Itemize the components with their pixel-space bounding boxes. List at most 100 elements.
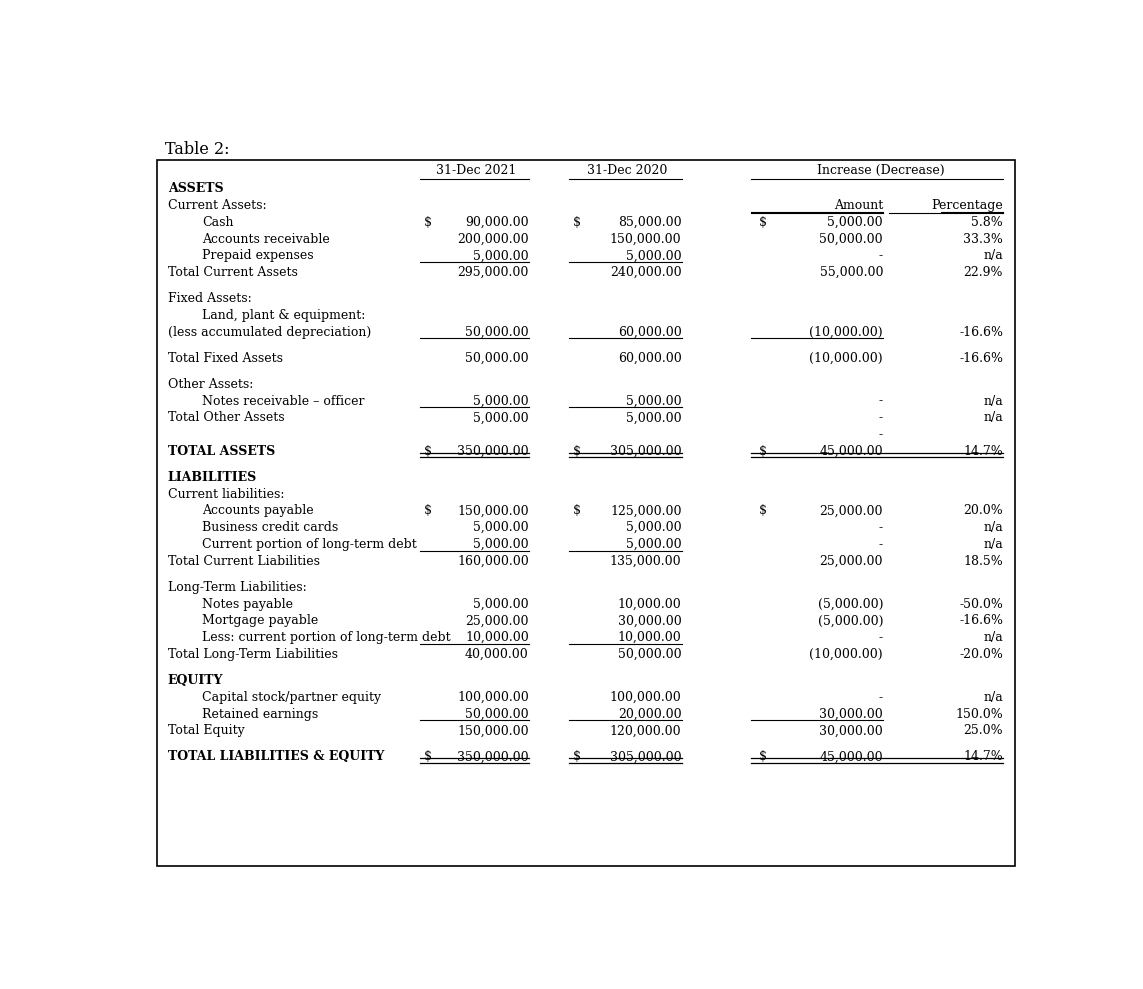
Text: -20.0%: -20.0% — [959, 648, 1004, 661]
Text: 50,000.00: 50,000.00 — [618, 648, 681, 661]
Text: $: $ — [759, 504, 767, 517]
Text: n/a: n/a — [983, 538, 1004, 551]
Text: 5,000.00: 5,000.00 — [626, 411, 681, 424]
Text: Total Equity: Total Equity — [168, 724, 245, 738]
Text: Total Other Assets: Total Other Assets — [168, 411, 285, 424]
Text: $: $ — [423, 504, 431, 517]
Text: Capital stock/partner equity: Capital stock/partner equity — [202, 690, 381, 704]
Text: Current liabilities:: Current liabilities: — [168, 488, 285, 500]
Text: TOTAL LIABILITIES & EQUITY: TOTAL LIABILITIES & EQUITY — [168, 751, 384, 764]
Text: $: $ — [759, 445, 767, 458]
Text: $: $ — [573, 751, 581, 764]
Text: 18.5%: 18.5% — [964, 555, 1004, 568]
Text: 5,000.00: 5,000.00 — [626, 521, 681, 534]
Text: 45,000.00: 45,000.00 — [820, 445, 884, 458]
Text: ASSETS: ASSETS — [168, 182, 223, 195]
Text: Current portion of long-term debt: Current portion of long-term debt — [202, 538, 416, 551]
Text: 50,000.00: 50,000.00 — [465, 352, 529, 365]
Text: 85,000.00: 85,000.00 — [618, 216, 681, 228]
Text: 5,000.00: 5,000.00 — [473, 597, 529, 610]
Text: TOTAL ASSETS: TOTAL ASSETS — [168, 445, 275, 458]
Text: $: $ — [573, 445, 581, 458]
Text: (5,000.00): (5,000.00) — [817, 597, 884, 610]
Text: 45,000.00: 45,000.00 — [820, 751, 884, 764]
Text: 25,000.00: 25,000.00 — [820, 504, 884, 517]
Text: (10,000.00): (10,000.00) — [809, 352, 884, 365]
Text: Total Current Assets: Total Current Assets — [168, 266, 297, 279]
Text: Less: current portion of long-term debt: Less: current portion of long-term debt — [202, 631, 450, 644]
Text: 10,000.00: 10,000.00 — [617, 631, 681, 644]
Text: 150,000.00: 150,000.00 — [457, 724, 529, 738]
Text: (10,000.00): (10,000.00) — [809, 325, 884, 338]
Text: 30,000.00: 30,000.00 — [820, 724, 884, 738]
Text: Mortgage payable: Mortgage payable — [202, 614, 318, 627]
Text: -50.0%: -50.0% — [959, 597, 1004, 610]
Text: 31-Dec 2020: 31-Dec 2020 — [588, 164, 668, 177]
Text: 350,000.00: 350,000.00 — [457, 445, 529, 458]
Text: -16.6%: -16.6% — [959, 352, 1004, 365]
Text: Land, plant & equipment:: Land, plant & equipment: — [202, 309, 365, 321]
Text: $: $ — [423, 216, 431, 228]
Text: 10,000.00: 10,000.00 — [465, 631, 529, 644]
FancyBboxPatch shape — [157, 160, 1015, 866]
Text: 5,000.00: 5,000.00 — [626, 395, 681, 407]
Text: Total Fixed Assets: Total Fixed Assets — [168, 352, 282, 365]
Text: 60,000.00: 60,000.00 — [617, 352, 681, 365]
Text: $: $ — [423, 445, 431, 458]
Text: (5,000.00): (5,000.00) — [817, 614, 884, 627]
Text: (less accumulated depreciation): (less accumulated depreciation) — [168, 325, 371, 338]
Text: (10,000.00): (10,000.00) — [809, 648, 884, 661]
Text: Total Long-Term Liabilities: Total Long-Term Liabilities — [168, 648, 337, 661]
Text: 125,000.00: 125,000.00 — [610, 504, 681, 517]
Text: n/a: n/a — [983, 411, 1004, 424]
Text: Amount: Amount — [833, 199, 884, 212]
Text: $: $ — [573, 504, 581, 517]
Text: 22.9%: 22.9% — [964, 266, 1004, 279]
Text: Table 2:: Table 2: — [165, 141, 229, 158]
Text: Percentage: Percentage — [932, 199, 1004, 212]
Text: 20.0%: 20.0% — [964, 504, 1004, 517]
Text: 135,000.00: 135,000.00 — [610, 555, 681, 568]
Text: Current Assets:: Current Assets: — [168, 199, 266, 212]
Text: 14.7%: 14.7% — [964, 751, 1004, 764]
Text: 20,000.00: 20,000.00 — [618, 707, 681, 721]
Text: n/a: n/a — [983, 395, 1004, 407]
Text: 5,000.00: 5,000.00 — [626, 249, 681, 262]
Text: n/a: n/a — [983, 249, 1004, 262]
Text: 5,000.00: 5,000.00 — [626, 538, 681, 551]
Text: 33.3%: 33.3% — [964, 232, 1004, 245]
Text: n/a: n/a — [983, 690, 1004, 704]
Text: 25,000.00: 25,000.00 — [820, 555, 884, 568]
Text: Retained earnings: Retained earnings — [202, 707, 318, 721]
Text: Notes receivable – officer: Notes receivable – officer — [202, 395, 365, 407]
Text: 14.7%: 14.7% — [964, 445, 1004, 458]
Text: Accounts payable: Accounts payable — [202, 504, 313, 517]
Text: 295,000.00: 295,000.00 — [457, 266, 529, 279]
Text: -: - — [879, 690, 884, 704]
Text: 5,000.00: 5,000.00 — [473, 521, 529, 534]
Text: 40,000.00: 40,000.00 — [465, 648, 529, 661]
Text: -: - — [879, 428, 884, 441]
Text: -: - — [879, 538, 884, 551]
Text: 240,000.00: 240,000.00 — [610, 266, 681, 279]
Text: n/a: n/a — [983, 631, 1004, 644]
Text: $: $ — [759, 751, 767, 764]
Text: 150,000.00: 150,000.00 — [610, 232, 681, 245]
Text: Other Assets:: Other Assets: — [168, 378, 253, 391]
Text: Business credit cards: Business credit cards — [202, 521, 338, 534]
Text: 150,000.00: 150,000.00 — [457, 504, 529, 517]
Text: 5,000.00: 5,000.00 — [473, 411, 529, 424]
Text: -: - — [879, 521, 884, 534]
Text: 60,000.00: 60,000.00 — [617, 325, 681, 338]
Text: 55,000.00: 55,000.00 — [820, 266, 884, 279]
Text: 25,000.00: 25,000.00 — [465, 614, 529, 627]
Text: 50,000.00: 50,000.00 — [465, 325, 529, 338]
Text: 10,000.00: 10,000.00 — [617, 597, 681, 610]
Text: Total Current Liabilities: Total Current Liabilities — [168, 555, 320, 568]
Text: 150.0%: 150.0% — [956, 707, 1004, 721]
Text: Accounts receivable: Accounts receivable — [202, 232, 329, 245]
Text: 31-Dec 2021: 31-Dec 2021 — [435, 164, 517, 177]
Text: 50,000.00: 50,000.00 — [820, 232, 884, 245]
Text: -: - — [879, 411, 884, 424]
Text: -: - — [879, 631, 884, 644]
